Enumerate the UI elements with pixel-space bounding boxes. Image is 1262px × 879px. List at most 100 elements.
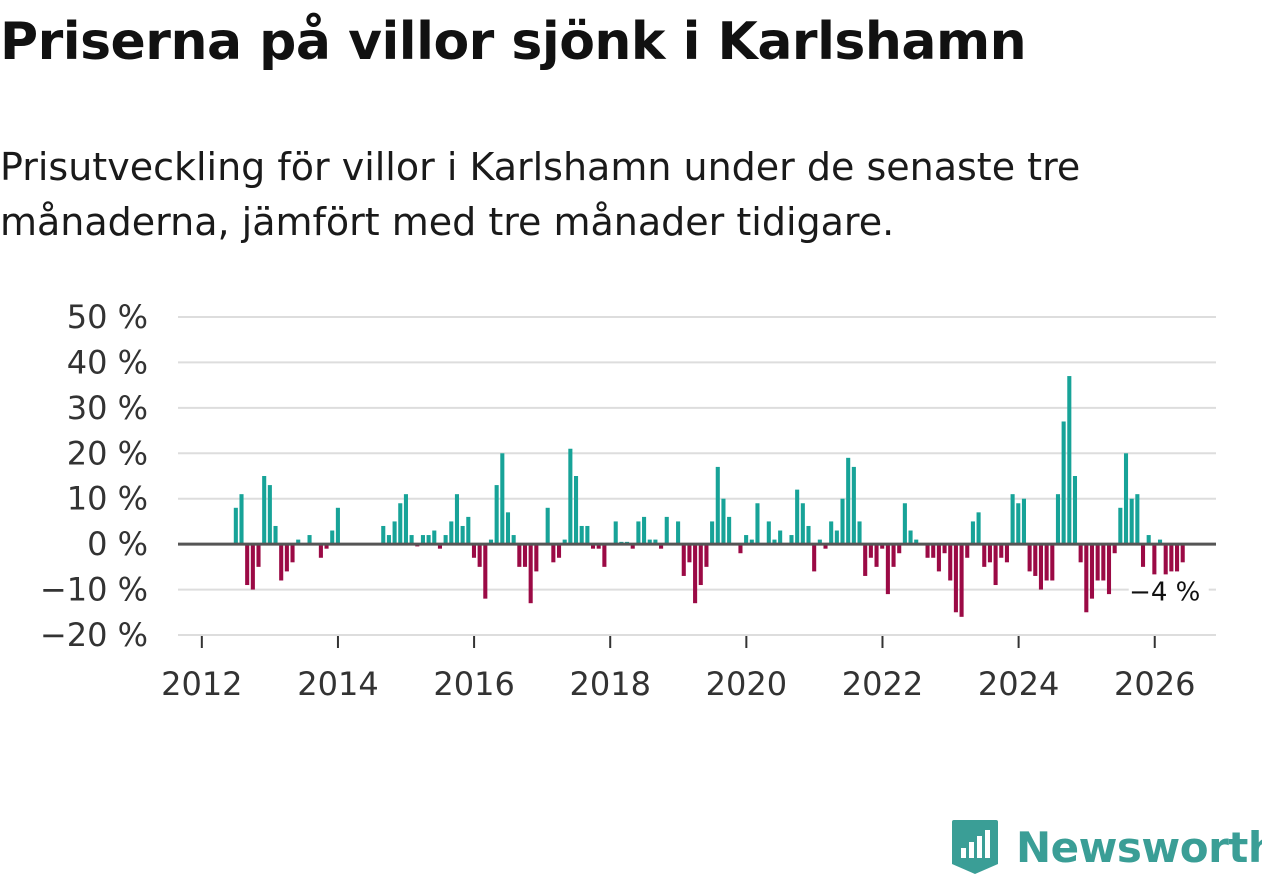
bar	[999, 544, 1004, 558]
bar	[579, 525, 584, 545]
y-tick-label: 30 %	[67, 389, 148, 427]
bar	[556, 544, 562, 558]
bar	[948, 544, 953, 581]
bar	[545, 507, 550, 545]
bar	[976, 512, 981, 545]
y-axis: 50 % 40 % 30 % 20 % 10 % 0 % −10 % −20 %	[40, 298, 148, 654]
bar	[857, 521, 862, 545]
bar	[437, 544, 442, 549]
bar	[789, 535, 794, 545]
y-tick-label: 0 %	[87, 525, 148, 563]
bar	[613, 521, 618, 545]
bar	[568, 448, 573, 545]
bar	[432, 530, 437, 545]
y-tick-label: 50 %	[67, 298, 148, 336]
bar	[1055, 494, 1061, 545]
bar	[307, 535, 312, 545]
bar	[738, 544, 743, 554]
bar	[704, 544, 709, 567]
bar	[454, 494, 460, 545]
bar	[642, 516, 647, 545]
bar	[602, 544, 607, 567]
bar	[863, 544, 868, 576]
bar	[1175, 544, 1180, 572]
bar	[744, 535, 749, 545]
bar	[766, 521, 771, 545]
bar	[1004, 544, 1009, 563]
bar	[965, 544, 970, 558]
bar	[778, 530, 783, 545]
bar	[466, 516, 471, 545]
bar	[517, 544, 522, 567]
bar	[1157, 539, 1163, 545]
bar	[891, 544, 896, 567]
bar	[653, 539, 658, 545]
bar	[812, 544, 817, 572]
bar	[1123, 453, 1129, 545]
bar	[874, 544, 879, 567]
chart-subtitle: Prisutveckling för villor i Karlshamn un…	[0, 145, 1081, 244]
bar	[267, 485, 272, 545]
bar	[1072, 476, 1078, 545]
bar	[942, 544, 947, 554]
bar	[505, 512, 511, 545]
bar	[245, 544, 250, 586]
bar-series	[233, 376, 1185, 617]
x-tick-label: 2020	[706, 665, 787, 700]
bar	[284, 544, 289, 572]
bar	[840, 498, 845, 545]
bar	[721, 498, 726, 545]
bar	[880, 544, 885, 549]
bar	[256, 544, 261, 567]
bar	[494, 485, 499, 545]
bar	[1084, 544, 1089, 613]
newsworthy-logo-icon	[952, 820, 998, 874]
bar	[488, 539, 494, 545]
chart-title: Priserna på villor sjönk i Karlshamn	[0, 12, 1027, 72]
bar	[443, 535, 448, 545]
bar	[664, 516, 669, 545]
bar	[772, 539, 777, 545]
x-tick-label: 2022	[842, 665, 923, 700]
bar	[676, 521, 681, 545]
bar	[573, 476, 579, 545]
newsworthy-brand: Newsworthy	[950, 818, 1262, 876]
bar	[398, 503, 403, 545]
bar	[250, 544, 255, 590]
bar	[829, 521, 834, 545]
bar	[591, 544, 596, 549]
bar	[449, 521, 454, 545]
bar	[727, 516, 732, 545]
bar	[471, 544, 477, 558]
bar	[1010, 494, 1015, 545]
bar	[262, 476, 267, 545]
bar-chart: 50 %40 %30 %20 %10 %0 %−10 %−20 % 2012 20…	[40, 298, 1216, 700]
bar	[522, 544, 528, 567]
bar	[562, 539, 567, 545]
bar	[392, 521, 397, 545]
x-tick-label: 2016	[433, 665, 514, 700]
bar	[1163, 544, 1168, 581]
bar	[534, 544, 539, 572]
y-tick-label: 40 %	[67, 343, 148, 381]
bar	[1140, 544, 1146, 567]
bar	[1095, 544, 1100, 581]
bar	[551, 544, 556, 563]
bar	[1061, 421, 1066, 545]
bar	[698, 544, 703, 586]
bar	[1135, 494, 1140, 545]
bar	[851, 466, 856, 545]
bar	[1112, 544, 1117, 554]
bar	[596, 544, 601, 549]
bar	[511, 535, 516, 545]
bar	[693, 544, 698, 604]
bar	[460, 525, 465, 545]
x-tick-label: 2026	[1114, 665, 1195, 700]
bar	[914, 539, 919, 545]
bar	[381, 525, 386, 545]
x-axis: 2012 2014 2016 2018 2020 2022 2024 2026	[161, 636, 1195, 700]
bar	[908, 530, 913, 545]
y-tick-label: 10 %	[67, 480, 148, 518]
bar	[1169, 544, 1174, 572]
y-tick-label: −20 %	[40, 616, 148, 654]
